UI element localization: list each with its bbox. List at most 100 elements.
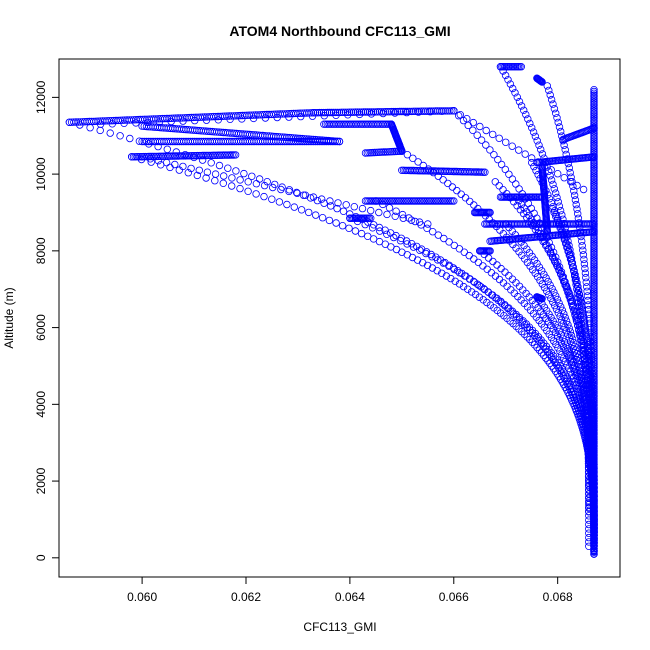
data-point: [570, 267, 578, 275]
data-point: [214, 116, 222, 124]
data-point: [590, 353, 598, 362]
data-point: [224, 164, 232, 172]
data-point: [502, 138, 510, 146]
data-point: [590, 296, 598, 305]
data-point: [569, 358, 577, 367]
data-point: [578, 333, 587, 341]
data-point: [506, 80, 515, 88]
data-point: [422, 249, 430, 258]
data-point: [318, 195, 326, 203]
data-point: [543, 227, 551, 236]
data-point: [309, 193, 318, 201]
data-point: [574, 214, 583, 222]
data-point: [375, 208, 383, 217]
data-point: [546, 171, 554, 180]
data-point: [590, 244, 598, 253]
data-point: [590, 341, 598, 349]
data-point: [487, 269, 496, 277]
data-point: [402, 197, 410, 205]
data-point: [542, 354, 550, 362]
data-point: [132, 119, 140, 127]
data-point: [403, 150, 412, 159]
data-point: [318, 213, 327, 222]
data-point: [590, 405, 598, 413]
data-point: [563, 285, 572, 293]
data-point: [309, 108, 318, 117]
data-point: [590, 218, 598, 226]
y-tick-label: 10000: [34, 157, 48, 191]
data-point: [590, 128, 598, 137]
data-point: [590, 252, 598, 260]
data-point: [552, 212, 560, 221]
data-point: [590, 375, 598, 383]
data-point: [444, 197, 453, 205]
data-point: [495, 182, 503, 190]
data-point: [590, 330, 598, 338]
data-point: [162, 158, 171, 167]
data-point: [479, 262, 487, 270]
data-point: [580, 260, 589, 268]
data-point: [590, 234, 598, 242]
data-point: [590, 275, 598, 283]
data-point: [374, 197, 382, 205]
data-point: [590, 214, 598, 222]
data-point: [547, 176, 556, 184]
data-point: [455, 280, 464, 288]
data-point: [590, 516, 598, 524]
data-point: [572, 200, 580, 209]
data-point: [434, 107, 442, 115]
data-point: [558, 273, 567, 281]
data-point: [590, 259, 598, 267]
data-point: [419, 259, 427, 267]
data-point: [347, 108, 356, 116]
data-point: [226, 115, 234, 123]
data-point: [434, 172, 442, 180]
data-point: [590, 98, 598, 106]
data-point: [590, 257, 598, 265]
data-point: [567, 331, 576, 340]
data-point: [508, 142, 516, 150]
data-point: [573, 282, 582, 290]
data-point: [391, 197, 400, 205]
data-point: [590, 305, 598, 313]
data-point: [255, 175, 264, 183]
data-point: [365, 197, 373, 205]
data-point: [552, 253, 560, 261]
data-point: [371, 108, 380, 116]
data-point: [290, 203, 298, 211]
data-point: [550, 288, 558, 296]
data-point: [495, 275, 504, 284]
data-point: [590, 160, 598, 169]
data-point: [558, 306, 566, 314]
data-point: [576, 364, 584, 372]
data-point: [590, 87, 598, 96]
data-point: [351, 108, 360, 116]
data-point: [411, 217, 419, 226]
data-point: [590, 543, 598, 551]
data-point: [533, 334, 541, 342]
data-point: [454, 267, 462, 275]
data-point: [570, 339, 578, 347]
data-point: [590, 409, 598, 417]
data-point: [459, 282, 468, 291]
data-point: [428, 253, 436, 261]
data-point: [590, 498, 598, 506]
data-point: [386, 197, 394, 205]
data-point: [416, 107, 424, 115]
data-point: [439, 176, 447, 184]
data-point: [590, 419, 598, 428]
data-point: [486, 208, 494, 217]
data-point: [590, 262, 598, 271]
data-point: [590, 411, 598, 419]
data-point: [590, 312, 598, 321]
data-point: [369, 108, 378, 116]
data-point: [590, 202, 598, 210]
data-point: [269, 183, 277, 192]
data-point: [508, 275, 517, 283]
data-point: [590, 402, 598, 410]
data-point: [384, 197, 393, 205]
data-point: [590, 152, 598, 160]
data-point: [549, 180, 557, 189]
x-tick-label: 0.068: [543, 590, 573, 604]
data-point: [505, 170, 513, 178]
